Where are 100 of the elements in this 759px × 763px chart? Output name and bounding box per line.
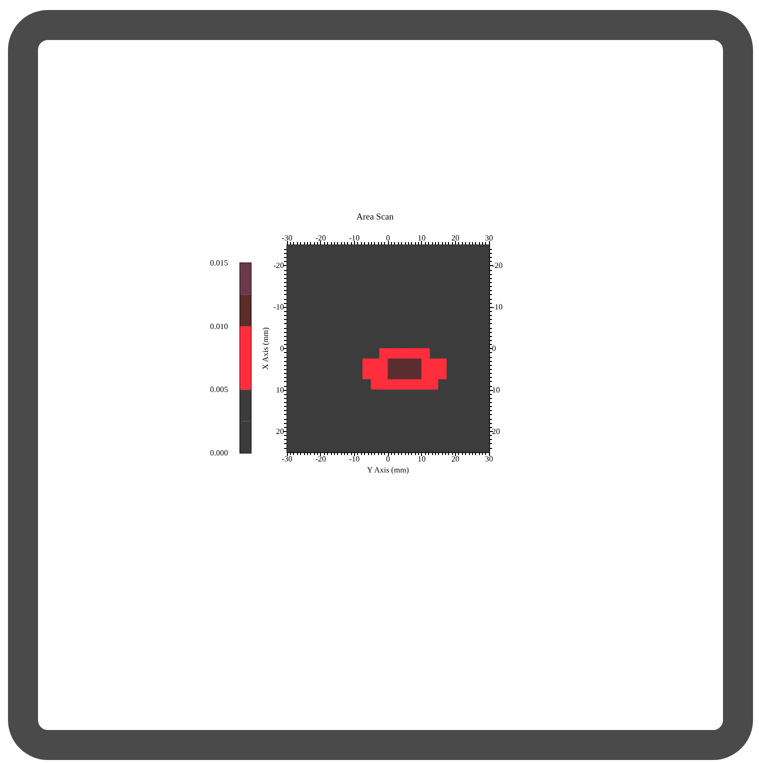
chart-title: Area Scan (356, 212, 394, 222)
point (362, 244, 372, 256)
point (480, 296, 490, 308)
point (286, 265, 296, 276)
point (286, 244, 296, 256)
x2-tick-label: 0 (386, 234, 390, 242)
point (396, 441, 406, 452)
point (446, 441, 456, 452)
point (404, 244, 414, 256)
point (455, 441, 464, 452)
point (286, 286, 296, 298)
point (370, 390, 380, 401)
point (304, 244, 313, 256)
point (480, 358, 490, 370)
point (446, 358, 456, 370)
point (286, 431, 296, 442)
point (412, 244, 422, 256)
point (370, 368, 380, 380)
point (480, 410, 490, 422)
x-tick-label: -20 (315, 454, 326, 464)
point (438, 348, 448, 360)
point (480, 390, 490, 401)
point (472, 441, 481, 452)
y-axis-title: X Axis (mm) (260, 327, 270, 370)
point (286, 328, 296, 338)
point (388, 244, 397, 256)
x2-tick-label: -10 (348, 234, 360, 242)
point (421, 358, 430, 370)
point (388, 368, 397, 380)
y-tick-label: 20 (276, 426, 284, 436)
point (388, 441, 397, 452)
point (412, 368, 422, 380)
point (362, 358, 372, 370)
point (286, 255, 296, 266)
point (480, 441, 490, 452)
point (412, 358, 422, 370)
color-bar-label: 0.005 (210, 385, 228, 394)
x-axis-title: Y Axis (mm) (367, 466, 410, 474)
point (354, 358, 364, 370)
point (295, 244, 304, 256)
x2-tick-label: -30 (282, 234, 292, 242)
point (362, 390, 372, 401)
x2-tick-label: 30 (485, 234, 493, 242)
y2-tick-label: 10 (492, 385, 500, 394)
point (412, 348, 422, 360)
point (480, 368, 490, 380)
y2-tick-label: -10 (492, 302, 503, 312)
point (354, 244, 364, 256)
point (286, 348, 296, 360)
point (480, 431, 490, 442)
point (354, 368, 364, 380)
point (286, 317, 296, 328)
point (480, 379, 490, 390)
point (421, 368, 430, 380)
point (286, 441, 296, 452)
x-tick-label: -30 (282, 454, 292, 464)
point (480, 420, 490, 432)
point (463, 441, 472, 452)
point (396, 390, 406, 401)
point (362, 348, 372, 360)
point (286, 390, 296, 401)
point (388, 358, 397, 370)
point (480, 348, 490, 360)
point (354, 441, 364, 452)
point (286, 368, 296, 380)
point (480, 317, 490, 328)
point (404, 368, 414, 380)
point (346, 441, 355, 452)
point (404, 348, 414, 360)
x2-tick-label: 10 (418, 234, 426, 242)
point (438, 244, 448, 256)
point (480, 306, 490, 318)
point (421, 244, 430, 256)
point (421, 441, 430, 452)
point (421, 348, 430, 360)
point (438, 368, 448, 380)
point (480, 265, 490, 276)
point (421, 390, 430, 401)
point (480, 338, 490, 349)
point (388, 390, 397, 401)
y2-tick-label: 20 (492, 426, 500, 436)
point (362, 441, 372, 452)
point (412, 390, 422, 401)
point (480, 400, 490, 411)
y-tick-label: -20 (273, 261, 284, 270)
point (396, 348, 406, 360)
color-bar-label: 0.010 (210, 322, 228, 331)
point (446, 348, 456, 360)
point (320, 244, 330, 256)
point (472, 244, 481, 256)
point (438, 441, 448, 452)
point (463, 244, 472, 256)
x-tick-label: 30 (485, 454, 493, 464)
point (404, 441, 414, 452)
point (455, 244, 464, 256)
point (337, 441, 346, 452)
x-tick-label: 20 (451, 454, 460, 464)
point (320, 441, 330, 452)
point (480, 276, 490, 287)
point (480, 328, 490, 338)
